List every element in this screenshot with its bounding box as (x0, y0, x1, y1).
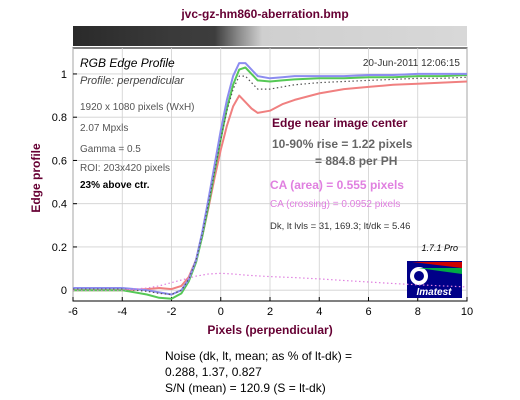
rise-per-ph: = 884.8 per PH (315, 154, 397, 168)
y-tick-label: 0.2 (52, 242, 67, 254)
snr-value: S/N (mean) = 120.9 (S = lt-dk) (165, 381, 326, 395)
edge-curve-red (73, 80, 468, 292)
rise-distance: 10-90% rise = 1.22 pixels (272, 137, 413, 151)
info-roi: ROI: 203x420 pixels (80, 163, 170, 174)
info-gamma: Gamma = 0.5 (80, 144, 141, 155)
edge-curve-blue (73, 62, 467, 296)
ca-area: CA (area) = 0.555 pixels (270, 178, 404, 192)
level-summary: Dk, lt lvls = 31, 169.3; lt/dk = 5.46 (270, 221, 410, 232)
edge-image-strip (73, 26, 467, 46)
edge-curve-green (73, 66, 468, 300)
ca-crossing: CA (crossing) = 0.0952 pixels (270, 199, 400, 210)
x-tick-label: 6 (365, 306, 371, 318)
noise-label: Noise (dk, lt, mean; as % of lt-dk) = (165, 349, 352, 363)
info-megapixels: 2.07 Mpxls (80, 123, 128, 134)
chart-subtitle: Profile: perpendicular (80, 75, 185, 87)
logo-text: Imatest (416, 287, 452, 298)
x-tick-label: 2 (267, 306, 273, 318)
y-tick-label: 0.8 (52, 112, 67, 124)
x-tick-label: 8 (415, 306, 421, 318)
x-tick-label: -4 (117, 306, 127, 318)
edge-location: Edge near image center (272, 116, 408, 130)
position-note: 23% above ctr. (80, 180, 150, 191)
version-label: 1.7.1 Pro (421, 243, 458, 253)
chart-title: RGB Edge Profile (80, 56, 175, 70)
x-tick-label: 10 (461, 306, 473, 318)
y-axis-label: Edge profile (29, 143, 43, 213)
y-tick-label: 0.4 (52, 199, 67, 211)
x-axis-label: Pixels (perpendicular) (207, 323, 332, 337)
imatest-logo: Imatest (407, 261, 462, 298)
x-tick-label: 4 (316, 306, 322, 318)
file-name: jvc-gz-hm860-aberration.bmp (180, 7, 348, 21)
y-tick-label: 0.6 (52, 155, 67, 167)
edge-curves (73, 62, 468, 300)
y-tick-label: 0 (61, 285, 67, 297)
x-tick-label: 0 (218, 306, 224, 318)
noise-values: 0.288, 1.37, 0.827 (165, 365, 262, 379)
x-tick-label: -2 (167, 306, 177, 318)
x-tick-label: -6 (68, 306, 78, 318)
info-dimensions: 1920 x 1080 pixels (WxH) (80, 102, 195, 113)
timestamp: 20-Jun-2011 12:06:15 (363, 58, 461, 69)
y-tick-label: 1 (61, 69, 67, 81)
